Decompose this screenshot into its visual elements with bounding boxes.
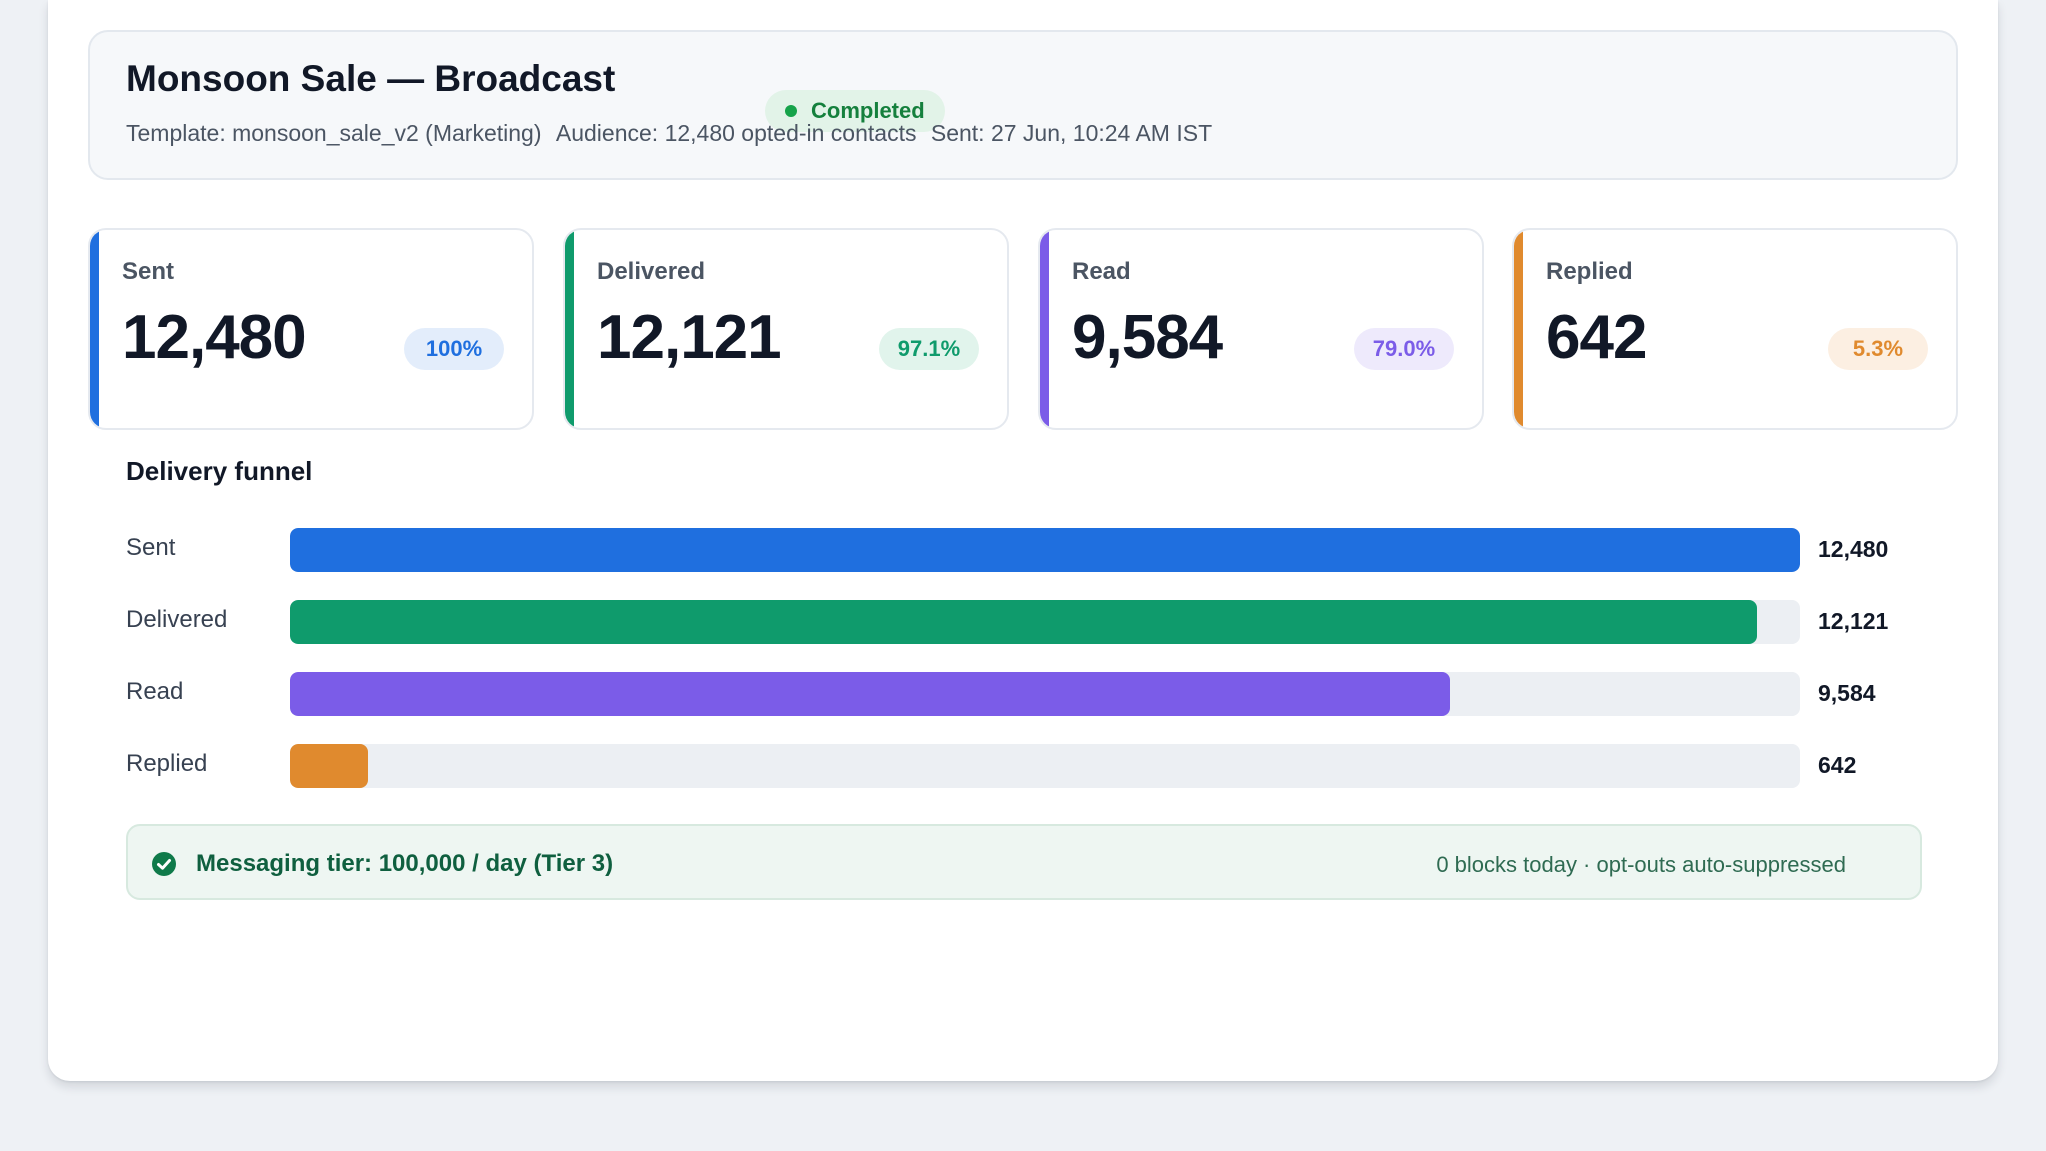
status-badge: Completed	[765, 90, 945, 132]
status-text: Completed	[811, 98, 925, 123]
funnel-title: Delivery funnel	[126, 456, 313, 486]
stat-percent-badge: 5.3%	[1828, 328, 1928, 370]
sent-time: Sent: 27 Jun, 10:24 AM IST	[930, 120, 1213, 146]
funnel-label: Sent	[126, 534, 176, 561]
funnel-count: 642	[1818, 752, 1857, 778]
funnel-bar	[290, 744, 368, 788]
stat-label: Delivered	[597, 258, 706, 285]
stat-label: Sent	[122, 258, 175, 285]
stat-value: 642	[1546, 303, 1647, 372]
broadcast-report-panel: Monsoon Sale — Broadcast Completed Templ…	[48, 0, 1998, 1081]
funnel-bar	[290, 600, 1757, 644]
funnel-row-read: Read 9,584	[126, 672, 1966, 716]
funnel-row-delivered: Delivered 12,121	[126, 600, 1966, 644]
funnel-label: Delivered	[126, 606, 228, 633]
check-circle-icon	[152, 852, 176, 876]
funnel-row-sent: Sent 12,480	[126, 528, 1966, 572]
funnel-row-replied: Replied 642	[126, 744, 1966, 788]
stat-card-replied: Replied 642 5.3%	[1512, 228, 1958, 430]
stat-percent-badge: 79.0%	[1354, 328, 1454, 370]
tier-message: Messaging tier: 100,000 / day (Tier 3)	[196, 850, 614, 877]
template-info: Template: monsoon_sale_v2 (Marketing)	[126, 120, 542, 146]
stat-label: Read	[1072, 258, 1131, 285]
funnel-track	[290, 528, 1800, 572]
stat-value: 12,480	[122, 303, 307, 372]
stat-accent	[90, 230, 99, 428]
funnel-count: 12,121	[1818, 608, 1889, 634]
stat-card-sent: Sent 12,480 100%	[88, 228, 534, 430]
stat-value: 9,584	[1072, 303, 1223, 372]
funnel-track	[290, 744, 1800, 788]
funnel-label: Read	[126, 678, 184, 705]
funnel-label: Replied	[126, 750, 208, 777]
stat-card-delivered: Delivered 12,121 97.1%	[563, 228, 1009, 430]
stat-label: Replied	[1546, 258, 1633, 285]
funnel-track	[290, 600, 1800, 644]
stat-value: 12,121	[597, 303, 782, 372]
funnel-bar	[290, 528, 1800, 572]
stat-accent	[1040, 230, 1049, 428]
funnel-bar	[290, 672, 1450, 716]
stat-percent-badge: 100%	[404, 328, 504, 370]
funnel-count: 9,584	[1818, 680, 1876, 706]
page-title: Monsoon Sale — Broadcast	[126, 58, 616, 99]
messaging-tier-banner: Messaging tier: 100,000 / day (Tier 3) 0…	[126, 824, 1922, 900]
stat-card-read: Read 9,584 79.0%	[1038, 228, 1484, 430]
funnel-count: 12,480	[1818, 536, 1889, 562]
stat-accent	[1514, 230, 1523, 428]
campaign-meta: Template: monsoon_sale_v2 (Marketing) Au…	[126, 120, 1212, 147]
stat-percent-badge: 97.1%	[879, 328, 979, 370]
campaign-header: Monsoon Sale — Broadcast Completed Templ…	[88, 30, 1958, 180]
tier-note: 0 blocks today · opt-outs auto-suppresse…	[1436, 852, 1846, 877]
status-dot-icon	[785, 105, 797, 117]
audience-info: Audience: 12,480 opted-in contacts	[555, 120, 917, 146]
stat-accent	[565, 230, 574, 428]
funnel-track	[290, 672, 1800, 716]
